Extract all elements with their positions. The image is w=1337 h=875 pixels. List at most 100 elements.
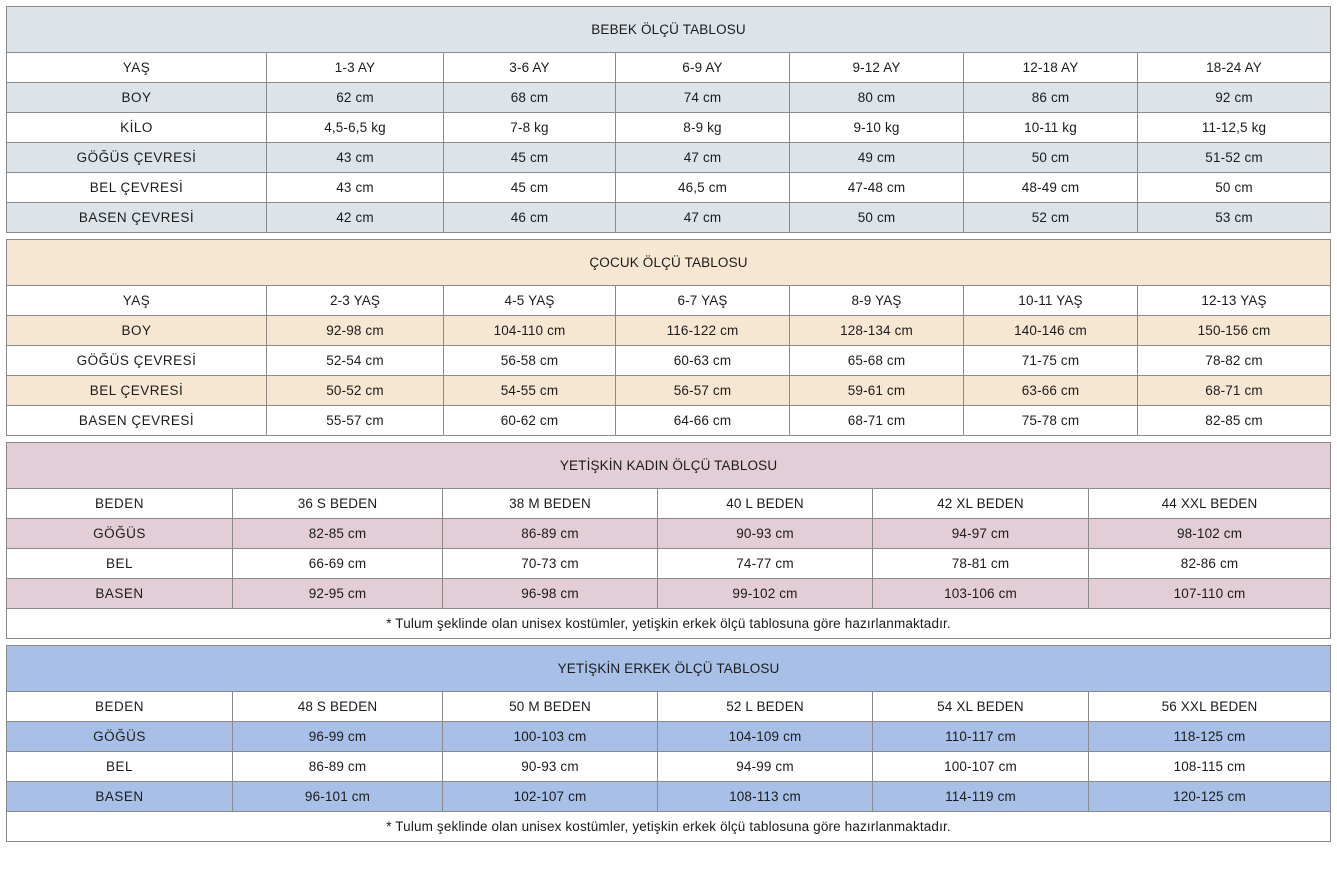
table-row: GÖĞÜS 96-99 cm 100-103 cm 104-109 cm 110…	[6, 721, 1331, 752]
cell: 59-61 cm	[789, 375, 964, 406]
row-label: BASEN	[6, 578, 233, 609]
row-label: BEL	[6, 548, 233, 579]
header-cell-1: 1-3 AY	[266, 52, 444, 83]
cell: 42 cm	[266, 202, 444, 233]
table-header-row: YAŞ 2-3 YAŞ 4-5 YAŞ 6-7 YAŞ 8-9 YAŞ 10-1…	[6, 285, 1332, 316]
header-cell-4: 54 XL BEDEN	[872, 691, 1089, 722]
women-table-note-row: * Tulum şeklinde olan unisex kostümler, …	[5, 608, 1332, 639]
row-label: BEL ÇEVRESİ	[6, 172, 267, 203]
cell: 56-58 cm	[443, 345, 616, 376]
men-table-title: YETİŞKİN ERKEK ÖLÇÜ TABLOSU	[6, 645, 1331, 692]
cell: 47 cm	[615, 202, 790, 233]
cell: 47-48 cm	[789, 172, 964, 203]
cell: 10-11 kg	[963, 112, 1138, 143]
cell: 60-62 cm	[443, 405, 616, 436]
cell: 63-66 cm	[963, 375, 1138, 406]
cell: 7-8 kg	[443, 112, 616, 143]
cell: 96-99 cm	[232, 721, 443, 752]
cell: 116-122 cm	[615, 315, 790, 346]
table-row: BEL 86-89 cm 90-93 cm 94-99 cm 100-107 c…	[6, 751, 1331, 782]
table-row: BASEN ÇEVRESİ 42 cm 46 cm 47 cm 50 cm 52…	[6, 202, 1332, 233]
header-cell-size: BEDEN	[6, 691, 233, 722]
cell: 98-102 cm	[1087, 518, 1332, 549]
women-table-title: YETİŞKİN KADIN ÖLÇÜ TABLOSU	[5, 442, 1332, 489]
header-cell-5: 12-18 AY	[963, 52, 1138, 83]
header-cell-age: YAŞ	[6, 285, 267, 316]
table-title-row: BEBEK ÖLÇÜ TABLOSU	[5, 6, 1332, 53]
cell: 80 cm	[789, 82, 964, 113]
row-label: BOY	[6, 82, 267, 113]
child-size-table: ÇOCUK ÖLÇÜ TABLOSU YAŞ 2-3 YAŞ 4-5 YAŞ 6…	[5, 239, 1332, 436]
cell: 68-71 cm	[1136, 375, 1332, 406]
cell: 100-107 cm	[872, 751, 1089, 782]
table-row: BASEN 96-101 cm 102-107 cm 108-113 cm 11…	[6, 781, 1331, 812]
cell: 78-82 cm	[1136, 345, 1332, 376]
cell: 54-55 cm	[443, 375, 616, 406]
cell: 92-98 cm	[266, 315, 444, 346]
header-cell-age: YAŞ	[6, 52, 267, 83]
cell: 52 cm	[963, 202, 1138, 233]
row-label: GÖĞÜS	[6, 518, 233, 549]
cell: 94-99 cm	[657, 751, 873, 782]
header-cell-5: 10-11 YAŞ	[963, 285, 1138, 316]
table-header-row: YAŞ 1-3 AY 3-6 AY 6-9 AY 9-12 AY 12-18 A…	[6, 52, 1332, 83]
cell: 45 cm	[443, 142, 616, 173]
header-cell-5: 44 XXL BEDEN	[1087, 488, 1332, 519]
cell: 8-9 kg	[615, 112, 790, 143]
cell: 68 cm	[443, 82, 616, 113]
table-header-row: BEDEN 48 S BEDEN 50 M BEDEN 52 L BEDEN 5…	[6, 691, 1331, 722]
header-cell-5: 56 XXL BEDEN	[1088, 691, 1331, 722]
header-cell-3: 52 L BEDEN	[657, 691, 873, 722]
cell: 11-12,5 kg	[1136, 112, 1332, 143]
cell: 55-57 cm	[266, 405, 444, 436]
header-cell-2: 3-6 AY	[443, 52, 616, 83]
header-cell-1: 36 S BEDEN	[232, 488, 443, 519]
cell: 52-54 cm	[266, 345, 444, 376]
table-row: BEL ÇEVRESİ 50-52 cm 54-55 cm 56-57 cm 5…	[6, 375, 1332, 406]
cell: 108-115 cm	[1088, 751, 1331, 782]
table-row: BASEN ÇEVRESİ 55-57 cm 60-62 cm 64-66 cm…	[6, 405, 1332, 436]
cell: 120-125 cm	[1088, 781, 1331, 812]
cell: 118-125 cm	[1088, 721, 1331, 752]
baby-table-title: BEBEK ÖLÇÜ TABLOSU	[5, 6, 1332, 53]
cell: 86-89 cm	[442, 518, 658, 549]
row-label: GÖĞÜS	[6, 721, 233, 752]
cell: 110-117 cm	[872, 721, 1089, 752]
header-cell-2: 4-5 YAŞ	[443, 285, 616, 316]
table-row: BOY 62 cm 68 cm 74 cm 80 cm 86 cm 92 cm	[6, 82, 1332, 113]
table-title-row: YETİŞKİN KADIN ÖLÇÜ TABLOSU	[5, 442, 1332, 489]
cell: 86-89 cm	[232, 751, 443, 782]
cell: 104-109 cm	[657, 721, 873, 752]
cell: 60-63 cm	[615, 345, 790, 376]
cell: 104-110 cm	[443, 315, 616, 346]
child-table-title: ÇOCUK ÖLÇÜ TABLOSU	[5, 239, 1332, 286]
header-cell-2: 50 M BEDEN	[442, 691, 658, 722]
row-label: BOY	[6, 315, 267, 346]
row-label: GÖĞÜS ÇEVRESİ	[6, 345, 267, 376]
cell: 9-10 kg	[789, 112, 964, 143]
header-cell-4: 8-9 YAŞ	[789, 285, 964, 316]
table-row: BEL ÇEVRESİ 43 cm 45 cm 46,5 cm 47-48 cm…	[6, 172, 1332, 203]
header-cell-2: 38 M BEDEN	[442, 488, 658, 519]
women-table-note: * Tulum şeklinde olan unisex kostümler, …	[5, 608, 1332, 639]
cell: 140-146 cm	[963, 315, 1138, 346]
cell: 50 cm	[789, 202, 964, 233]
cell: 68-71 cm	[789, 405, 964, 436]
cell: 43 cm	[266, 142, 444, 173]
header-cell-1: 48 S BEDEN	[232, 691, 443, 722]
cell: 90-93 cm	[657, 518, 873, 549]
cell: 100-103 cm	[442, 721, 658, 752]
table-row: GÖĞÜS ÇEVRESİ 52-54 cm 56-58 cm 60-63 cm…	[6, 345, 1332, 376]
cell: 4,5-6,5 kg	[266, 112, 444, 143]
cell: 114-119 cm	[872, 781, 1089, 812]
cell: 82-85 cm	[1136, 405, 1332, 436]
row-label: GÖĞÜS ÇEVRESİ	[6, 142, 267, 173]
row-label: BASEN	[6, 781, 233, 812]
header-cell-6: 18-24 AY	[1136, 52, 1332, 83]
header-cell-size: BEDEN	[6, 488, 233, 519]
cell: 66-69 cm	[232, 548, 443, 579]
table-row: GÖĞÜS ÇEVRESİ 43 cm 45 cm 47 cm 49 cm 50…	[6, 142, 1332, 173]
cell: 82-85 cm	[232, 518, 443, 549]
cell: 65-68 cm	[789, 345, 964, 376]
cell: 50-52 cm	[266, 375, 444, 406]
